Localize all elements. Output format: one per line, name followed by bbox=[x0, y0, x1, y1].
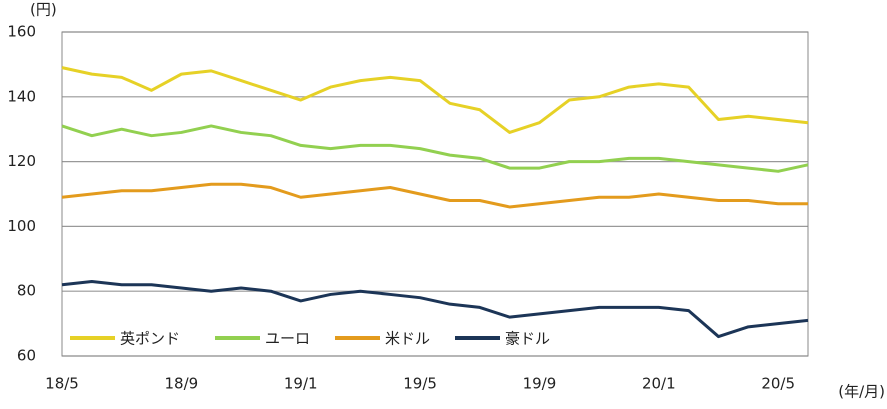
series-line bbox=[61, 279, 809, 339]
series-line bbox=[61, 182, 808, 209]
x-tick-label: 19/5 bbox=[403, 375, 437, 393]
legend-label: 豪ドル bbox=[505, 330, 550, 348]
series-line bbox=[61, 124, 809, 173]
y-tick-label: 80 bbox=[17, 282, 36, 300]
legend-label: 英ポンド bbox=[120, 330, 180, 348]
x-axis-label: (年/月) bbox=[838, 383, 885, 401]
x-tick-label: 18/9 bbox=[165, 375, 199, 393]
y-tick-label: 100 bbox=[7, 217, 36, 235]
x-tick-label: 19/1 bbox=[284, 375, 318, 393]
y-tick-label: 120 bbox=[7, 152, 36, 170]
series-line bbox=[61, 66, 809, 134]
y-tick-label: 60 bbox=[17, 347, 36, 365]
y-tick-label: 160 bbox=[7, 23, 36, 41]
plot-border bbox=[61, 31, 809, 357]
legend-label: 米ドル bbox=[385, 330, 430, 348]
x-tick-label: 19/9 bbox=[523, 375, 557, 393]
x-tick-label: 20/1 bbox=[642, 375, 676, 393]
x-tick-label: 20/5 bbox=[761, 375, 795, 393]
x-tick-label: 18/5 bbox=[45, 375, 79, 393]
y-tick-label: 140 bbox=[7, 87, 36, 105]
y-axis-label: (円) bbox=[30, 1, 57, 19]
legend-label: ユーロ bbox=[265, 330, 310, 348]
